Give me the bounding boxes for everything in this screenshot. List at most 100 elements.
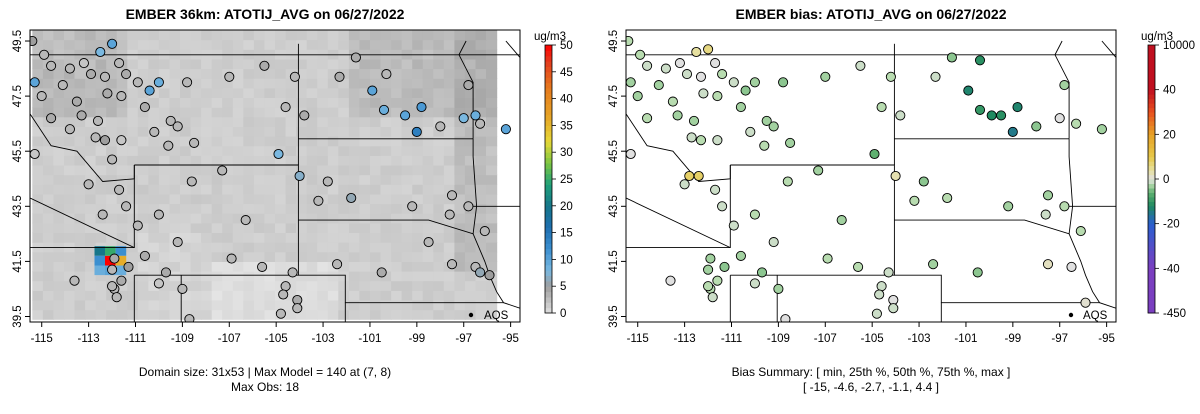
state-boundary-line [30, 197, 135, 249]
model-grid-cell [433, 222, 445, 233]
model-grid-cell [464, 165, 477, 176]
colorbar-segment [1148, 134, 1155, 140]
station-marker [378, 104, 390, 115]
model-grid-cell [148, 213, 160, 224]
model-grid-cell [243, 68, 255, 79]
model-grid-cell [275, 213, 287, 224]
station-marker [691, 46, 702, 58]
model-grid-cell [180, 222, 192, 233]
station-marker [416, 102, 427, 113]
model-grid-cell [201, 242, 213, 253]
model-grid-cell [401, 184, 413, 195]
model-grid-cell [243, 261, 255, 272]
station-marker [1066, 261, 1077, 272]
station-marker [280, 281, 291, 292]
colorbar-segment [1148, 241, 1155, 247]
model-grid-cell [95, 39, 107, 50]
model-grid-cell [42, 174, 55, 185]
station-marker [400, 110, 411, 121]
model-grid-cell [306, 280, 318, 291]
model-grid-cell [148, 193, 160, 205]
model-grid-cell [116, 97, 128, 108]
model-grid-cell [486, 280, 498, 291]
model-grid-cell [486, 203, 498, 214]
colorbar-segment [545, 146, 552, 153]
x-tick-label: -103 [908, 333, 931, 345]
model-grid-cell [222, 290, 234, 301]
model-grid-cell [327, 39, 339, 50]
model-grid-cell [85, 165, 97, 176]
model-grid-cell [85, 87, 97, 98]
model-grid-cell [232, 193, 244, 205]
model-grid-cell [243, 155, 255, 166]
model-grid-cell [433, 280, 445, 291]
model-grid-cell [148, 261, 160, 272]
model-grid-cell [53, 97, 65, 108]
model-grid-cell [338, 271, 350, 282]
model-grid-cell [306, 193, 318, 205]
model-grid-cell [296, 290, 308, 301]
station-marker [46, 60, 57, 71]
model-grid-cell [306, 116, 318, 127]
model-grid-cell [190, 232, 202, 243]
model-grid-cell [253, 136, 266, 147]
model-grid-cell [285, 145, 297, 156]
station-marker [313, 195, 324, 206]
model-grid-cell [348, 300, 361, 311]
model-grid-cell [296, 184, 308, 195]
model-grid-cell [380, 126, 392, 137]
model-grid-cell [74, 155, 86, 166]
model-grid-cell [137, 116, 149, 127]
model-grid-cell [137, 126, 149, 137]
model-grid-cell [116, 155, 128, 166]
model-grid-cell [317, 251, 329, 262]
model-grid-cell [443, 126, 455, 137]
model-grid-cell [296, 145, 308, 156]
model-grid-cell [64, 116, 76, 127]
model-grid-cell [327, 251, 339, 262]
colorbar-tick-label: 45 [560, 67, 573, 79]
station-marker [76, 110, 87, 121]
model-grid-cell [190, 213, 202, 224]
model-grid-cell [169, 261, 181, 272]
model-grid-cell [232, 145, 244, 156]
colorbar-segment [1148, 170, 1155, 176]
station-marker [116, 135, 127, 146]
model-grid-cell [148, 290, 160, 301]
model-grid-cell [137, 39, 149, 50]
station-marker [114, 58, 125, 69]
model-grid-cell [475, 300, 487, 311]
model-grid-cell [190, 97, 202, 108]
model-grid-cell [190, 126, 202, 137]
model-grid-cell [106, 97, 118, 108]
model-grid-cell [53, 261, 65, 272]
station-marker [289, 71, 300, 82]
model-grid-cell [74, 261, 86, 272]
colorbar-segment [545, 50, 552, 57]
model-grid-cell [253, 242, 266, 253]
model-grid-cell [401, 232, 413, 243]
model-grid-cell [412, 222, 424, 233]
model-grid-cell [306, 126, 318, 137]
model-grid-cell [475, 232, 487, 243]
model-grid-cell [296, 222, 308, 233]
y-tick-label: 47.5 [12, 85, 24, 107]
station-marker [876, 102, 887, 113]
model-grid-cell [190, 165, 202, 176]
model-grid-cell [285, 222, 297, 233]
model-grid-cell [42, 280, 55, 291]
model-grid-cell [253, 203, 266, 214]
model-grid-cell [211, 280, 223, 291]
station-markers [30, 35, 511, 322]
model-grid-cell [306, 309, 318, 320]
model-grid-cell [338, 107, 350, 118]
model-grid-cell [422, 280, 434, 291]
model-grid-cell [53, 68, 65, 79]
colorbar-segment [1148, 103, 1155, 109]
model-grid-cell [137, 203, 149, 214]
model-grid-cell [380, 261, 392, 272]
model-grid-cell [53, 39, 65, 50]
colorbar-segment [545, 216, 552, 223]
model-grid-cell [275, 97, 287, 108]
station-marker [189, 137, 200, 148]
